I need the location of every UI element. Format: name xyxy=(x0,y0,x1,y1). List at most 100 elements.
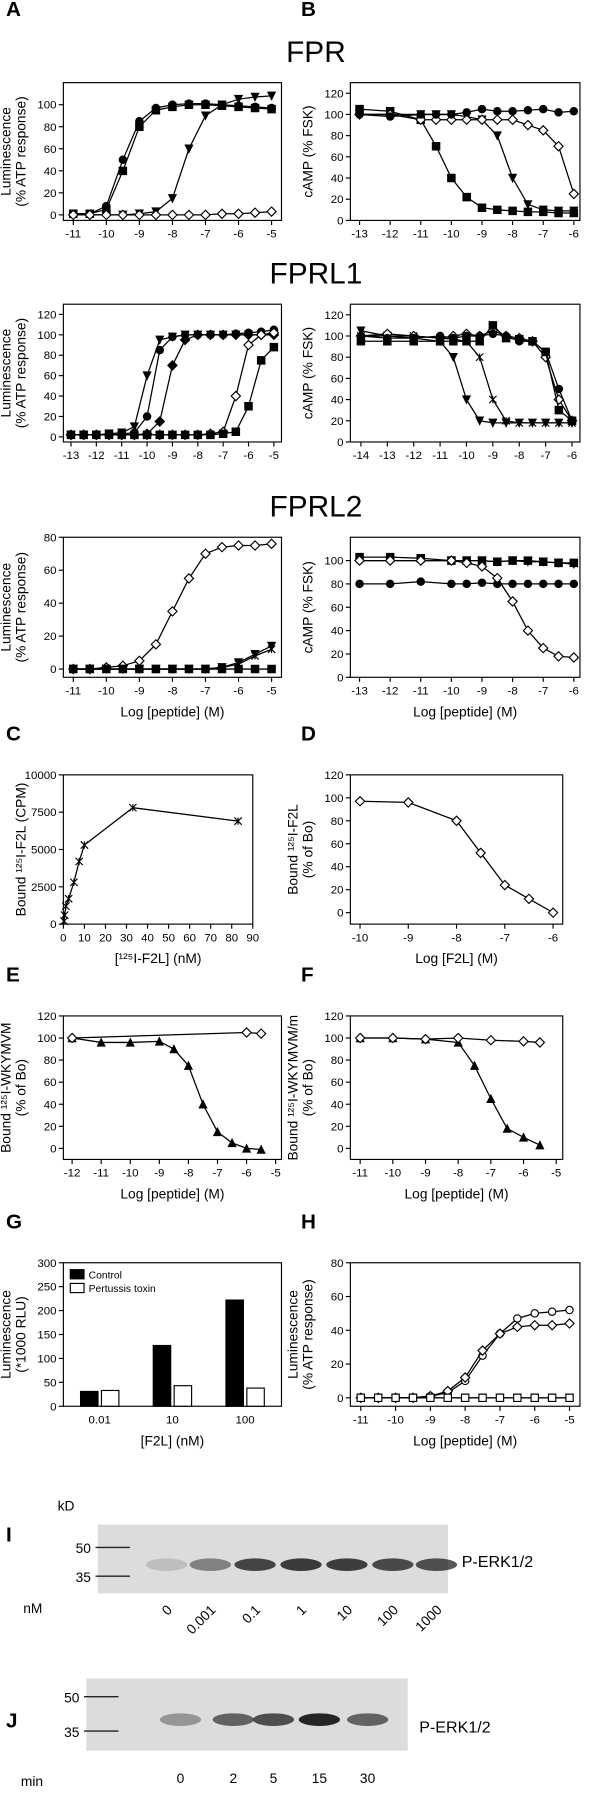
data-point xyxy=(250,664,260,674)
data-point xyxy=(565,1305,574,1315)
x-tick-label: -12 xyxy=(405,450,422,462)
data-point xyxy=(250,651,260,660)
data-point xyxy=(206,430,215,440)
series-line xyxy=(70,332,274,436)
data-point xyxy=(416,577,426,586)
lane-label: 1000 xyxy=(413,1602,446,1635)
data-point xyxy=(501,416,511,425)
data-point xyxy=(488,321,498,330)
y-tick-label: 40 xyxy=(331,1325,344,1337)
y-axis-label: cAMP (% FSK) xyxy=(300,561,315,653)
data-point xyxy=(180,430,190,440)
series-line xyxy=(63,807,239,922)
data-point xyxy=(569,559,579,570)
data-point xyxy=(217,329,229,341)
y-tick-label: 40 xyxy=(44,391,57,403)
x-tick-label: -7 xyxy=(495,1414,505,1426)
x-tick-label: -12 xyxy=(382,229,399,241)
data-point xyxy=(451,815,462,827)
x-tick-label: -8 xyxy=(183,1168,193,1180)
data-point xyxy=(462,108,471,117)
x-tick-label: -10 xyxy=(387,1414,404,1426)
data-point xyxy=(230,329,242,341)
x-tick-label: -8 xyxy=(453,1168,463,1180)
y-tick-label: 60 xyxy=(331,602,344,614)
y-tick-label: 0 xyxy=(50,664,56,676)
panel-title: FPRL1 xyxy=(270,258,363,291)
y-tick-label: 2500 xyxy=(31,882,57,894)
size-marker-label: 50 xyxy=(76,1541,92,1556)
data-point xyxy=(541,418,550,427)
data-point xyxy=(118,664,128,674)
y-tick-label: 60 xyxy=(44,144,57,156)
protein-band xyxy=(189,1558,231,1571)
y-tick-label: 0 xyxy=(337,908,343,920)
x-tick-label: -7 xyxy=(541,450,551,462)
panel-letter: C xyxy=(6,722,21,745)
x-tick-label: -9 xyxy=(477,686,487,698)
data-point xyxy=(513,1314,522,1323)
y-tick-label: 200 xyxy=(37,1306,56,1318)
data-point xyxy=(426,1393,435,1403)
y-tick-label: 80 xyxy=(331,1055,344,1067)
data-point xyxy=(475,847,487,859)
data-point xyxy=(67,209,79,221)
y-axis-label: (% of Bo) xyxy=(300,1059,315,1116)
data-point xyxy=(218,429,228,439)
axis-label: nM xyxy=(23,1601,42,1616)
data-point xyxy=(169,1044,179,1054)
data-point xyxy=(184,144,194,154)
series-line xyxy=(70,334,274,436)
y-tick-label: 100 xyxy=(37,1353,56,1365)
plot-frame xyxy=(62,774,254,925)
y-tick-label: 20 xyxy=(331,1121,344,1133)
y-tick-label: 80 xyxy=(331,1258,344,1270)
data-point xyxy=(249,207,261,219)
x-axis-label: Log [peptide] (M) xyxy=(405,1186,509,1201)
data-point xyxy=(233,208,244,220)
data-point xyxy=(267,645,276,654)
data-point xyxy=(183,209,195,221)
data-point xyxy=(486,1093,496,1103)
data-point xyxy=(402,797,414,808)
data-point xyxy=(449,333,458,343)
data-point xyxy=(179,334,191,346)
data-point xyxy=(547,907,559,919)
data-point xyxy=(61,902,70,911)
plot-frame xyxy=(349,1015,564,1161)
data-point xyxy=(217,664,227,674)
x-tick-label: -9 xyxy=(134,686,144,698)
x-tick-label: -9 xyxy=(167,450,177,462)
x-tick-label: -6 xyxy=(243,450,253,462)
data-point xyxy=(537,124,549,136)
legend-label: Control xyxy=(89,1270,122,1281)
data-point xyxy=(102,664,111,674)
data-point xyxy=(528,418,537,427)
x-tick-label: 100 xyxy=(236,1414,255,1426)
data-point xyxy=(268,327,280,339)
data-point xyxy=(475,331,484,341)
data-point xyxy=(383,333,392,343)
data-point xyxy=(477,556,487,566)
series-line xyxy=(72,1037,262,1151)
series-line xyxy=(359,559,574,659)
y-tick-label: 50 xyxy=(44,1377,57,1389)
x-tick-label: -10 xyxy=(98,229,115,241)
data-point xyxy=(243,329,254,341)
x-tick-label: 60 xyxy=(183,932,196,944)
panel-letter: J xyxy=(6,1710,18,1733)
data-point xyxy=(475,353,484,362)
y-tick-label: 150 xyxy=(37,1330,56,1342)
data-point xyxy=(530,1309,539,1318)
protein-band xyxy=(234,1558,276,1571)
data-point xyxy=(151,664,161,674)
data-point xyxy=(256,1144,266,1154)
data-point xyxy=(508,206,517,216)
data-point xyxy=(408,1393,418,1403)
x-tick-label: -10 xyxy=(385,1168,402,1180)
y-axis-label: Luminescence xyxy=(286,1290,301,1379)
y-tick-label: 0 xyxy=(337,215,343,227)
data-point xyxy=(568,652,580,663)
y-tick-label: 0 xyxy=(337,1143,343,1155)
lane-label: 15 xyxy=(312,1771,328,1786)
